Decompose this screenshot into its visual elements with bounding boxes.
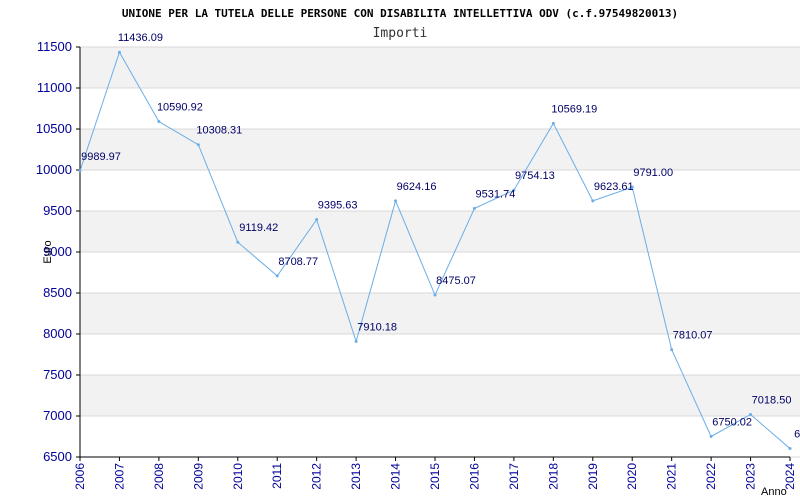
y-axis-ticks: 6500 7000 7500 8000 8500 9000 9500 10000 10500 11… <box>36 39 80 464</box>
data-point <box>117 50 121 54</box>
x-tick-label: 2019 <box>586 463 600 490</box>
chart-subtitle: Importi <box>373 26 428 41</box>
grid-band <box>80 129 800 170</box>
data-label: 6602.9 <box>794 429 800 441</box>
data-label: 7910.18 <box>357 321 397 333</box>
data-point <box>315 218 319 222</box>
data-label: 10590.92 <box>157 102 203 114</box>
y-tick-label: 9000 <box>43 244 72 259</box>
gridlines <box>80 46 800 458</box>
data-point <box>749 412 753 416</box>
y-tick-label: 7000 <box>43 408 72 423</box>
data-label: 9754.13 <box>515 170 555 182</box>
data-label: 7810.07 <box>673 330 713 342</box>
grid-bands <box>80 47 800 416</box>
data-point <box>709 434 713 438</box>
data-point <box>670 348 674 352</box>
x-axis-label: Anno <box>761 486 787 498</box>
data-label: 9791.00 <box>633 167 673 179</box>
x-tick-label: 2013 <box>349 463 363 490</box>
x-tick-label: 2006 <box>73 463 87 490</box>
x-tick-label: 2008 <box>152 463 166 490</box>
data-label: 8475.07 <box>436 275 476 287</box>
x-tick-label: 2017 <box>507 463 521 490</box>
data-point <box>78 169 82 173</box>
data-point <box>354 339 358 343</box>
data-point <box>275 274 279 278</box>
data-point <box>591 199 595 203</box>
x-tick-label: 2024 <box>783 463 797 490</box>
y-tick-label: 9500 <box>43 203 72 218</box>
x-tick-label: 2022 <box>704 463 718 490</box>
chart-title: UNIONE PER LA TUTELA DELLE PERSONE CON D… <box>122 7 678 20</box>
data-label: 11436.09 <box>118 32 163 44</box>
data-label: 9395.63 <box>318 200 358 212</box>
data-point <box>433 293 437 297</box>
x-tick-label: 2010 <box>231 463 245 490</box>
data-label: 9989.97 <box>81 151 121 163</box>
data-labels: 9989.97 11436.09 10590.92 10308.31 9119.42 87… <box>81 32 800 440</box>
grid-band <box>80 47 800 88</box>
x-tick-label: 2009 <box>191 463 205 490</box>
data-point <box>788 447 792 451</box>
grid-band <box>80 211 800 252</box>
x-tick-label: 2011 <box>270 463 284 489</box>
x-axis-ticks: 2006 2007 2008 2009 2010 2011 2012 2013 2014 2015… <box>73 457 797 490</box>
grid-band <box>80 375 800 416</box>
y-tick-label: 11000 <box>37 80 72 95</box>
data-label: 6750.02 <box>712 416 752 428</box>
data-point <box>196 143 200 147</box>
y-axis-label: Euro <box>42 240 54 263</box>
data-points <box>78 50 792 451</box>
data-label: 10308.31 <box>196 125 242 137</box>
data-point <box>472 206 476 210</box>
x-tick-label: 2016 <box>467 463 481 490</box>
x-tick-label: 2015 <box>428 463 442 490</box>
data-point <box>157 120 161 124</box>
y-tick-label: 10500 <box>36 121 72 136</box>
x-tick-label: 2023 <box>744 463 758 490</box>
data-label: 9119.42 <box>239 222 278 234</box>
x-tick-label: 2012 <box>310 463 324 490</box>
x-tick-label: 2020 <box>625 463 639 490</box>
x-tick-label: 2014 <box>389 463 403 490</box>
x-tick-label: 2007 <box>112 463 126 490</box>
grid-band <box>80 293 800 334</box>
data-label: 7018.50 <box>752 394 792 406</box>
data-point <box>236 240 240 244</box>
data-label: 9531.74 <box>476 188 516 200</box>
data-label: 9624.16 <box>397 181 437 193</box>
y-tick-label: 10000 <box>36 162 72 177</box>
data-label: 9623.61 <box>594 181 634 193</box>
data-label: 10569.19 <box>551 103 597 115</box>
y-tick-label: 8000 <box>43 326 72 341</box>
y-tick-label: 11500 <box>37 39 72 54</box>
y-tick-label: 7500 <box>43 367 72 382</box>
data-point <box>630 185 634 189</box>
x-tick-label: 2021 <box>665 463 679 490</box>
x-tick-label: 2018 <box>546 463 560 490</box>
data-point <box>551 121 555 125</box>
data-point <box>512 188 516 192</box>
y-tick-label: 8500 <box>43 285 72 300</box>
data-label: 8708.77 <box>278 256 318 268</box>
y-tick-label: 6500 <box>43 449 72 464</box>
data-point <box>394 199 398 203</box>
